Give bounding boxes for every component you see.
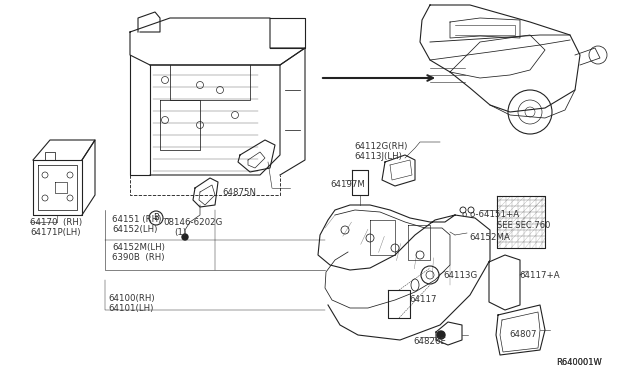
Text: 64152M(LH): 64152M(LH)	[112, 243, 165, 252]
Circle shape	[182, 234, 188, 240]
Text: 64117: 64117	[409, 295, 436, 304]
Circle shape	[437, 331, 445, 339]
Text: B: B	[153, 214, 159, 222]
Text: 6390B  (RH): 6390B (RH)	[112, 253, 164, 262]
Text: R640001W: R640001W	[556, 358, 602, 367]
Text: 64113J(LH): 64113J(LH)	[354, 152, 402, 161]
Text: (1): (1)	[174, 228, 186, 237]
Text: 64100(RH): 64100(RH)	[108, 294, 155, 303]
Text: R640001W: R640001W	[556, 358, 602, 367]
Text: 64152MA: 64152MA	[469, 233, 510, 242]
Text: 64101(LH): 64101(LH)	[108, 304, 154, 313]
Text: SEE SEC.760: SEE SEC.760	[497, 221, 550, 230]
Text: 64113G: 64113G	[443, 271, 477, 280]
Text: 08146-6202G: 08146-6202G	[163, 218, 222, 227]
Text: 64171P(LH): 64171P(LH)	[30, 228, 81, 237]
Text: o o-64151+A: o o-64151+A	[462, 210, 519, 219]
Text: 64807: 64807	[509, 330, 536, 339]
Text: 64151 (RH): 64151 (RH)	[112, 215, 161, 224]
Text: 64117+A: 64117+A	[519, 271, 559, 280]
Text: 64152(LH): 64152(LH)	[112, 225, 157, 234]
Text: 64170  (RH): 64170 (RH)	[30, 218, 82, 227]
Text: 64875N: 64875N	[222, 188, 256, 197]
Text: 64197M: 64197M	[330, 180, 365, 189]
Text: 64826E: 64826E	[413, 337, 446, 346]
Text: 64112G(RH): 64112G(RH)	[354, 142, 408, 151]
